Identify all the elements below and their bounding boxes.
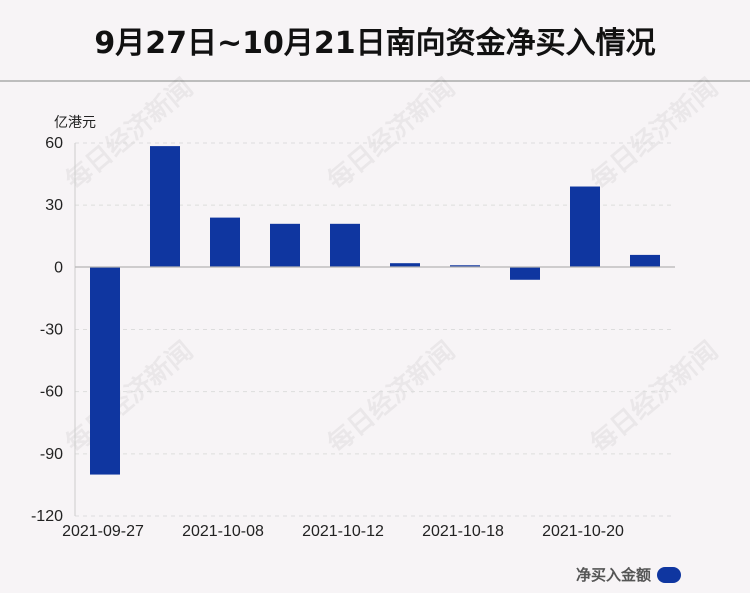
y-tick-label: 0 [54,259,63,276]
y-tick-label: -120 [31,508,63,525]
x-tick-label: 2021-10-18 [422,523,504,540]
bar-2021-10-21 [630,254,660,268]
bar-2021-10-08 [210,217,240,268]
watermark-text: 每日经济新闻 [60,335,199,459]
y-tick-label: -30 [40,322,63,339]
legend: 净买入金额 [576,564,682,585]
y-axis-unit-label: 亿港元 [54,115,96,131]
title-divider [0,80,750,82]
y-tick-label: -90 [40,446,63,463]
x-axis-ticks: 2021-09-27 2021-10-08 2021-10-12 2021-10-18… [62,523,624,540]
x-tick-label: 2021-10-08 [182,523,264,540]
bar-2021-09-27 [90,267,120,475]
x-tick-label: 2021-10-12 [302,523,384,540]
bar-2021-09-28 [150,146,180,268]
bar-2021-10-20 [570,186,600,268]
watermark-text: 每日经济新闻 [322,72,461,196]
y-tick-label: -60 [40,384,63,401]
bar-series [90,146,660,475]
bar-2021-10-13 [390,263,420,268]
watermark-text: 每日经济新闻 [585,335,724,459]
y-axis-ticks: 60 30 0 -30 -60 -90 -120 [31,135,63,525]
legend-label: 净买入金额 [576,566,652,584]
x-tick-label: 2021-10-20 [542,523,624,540]
legend-swatch [657,566,682,583]
bar-2021-10-18 [450,265,480,268]
bar-2021-10-11 [270,223,300,268]
x-tick-label: 2021-09-27 [62,523,144,540]
watermark-text: 每日经济新闻 [585,72,724,196]
y-tick-label: 60 [45,135,63,152]
watermark-text: 每日经济新闻 [322,335,461,459]
y-tick-label: 30 [45,197,63,214]
chart-title: 9月27日~10月21日南向资金净买入情况 [94,26,656,61]
bar-2021-10-19 [510,267,540,280]
bar-2021-10-12 [330,223,360,268]
